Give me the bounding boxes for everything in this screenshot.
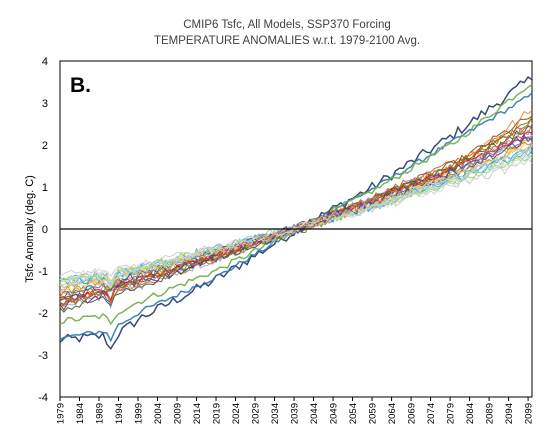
y-tick-label: -4 [38,392,48,404]
x-tick-label: 2019 [212,403,223,424]
x-tick-label: 1984 [75,403,86,424]
x-tick-label: 2029 [251,403,262,424]
x-tick-label: 2039 [290,403,301,424]
x-tick-label: 2059 [368,403,379,424]
x-tick-label: 2049 [329,403,340,424]
x-tick-label: 2079 [446,403,457,424]
x-tick-label: 1994 [114,403,125,424]
y-axis-ticks: -4 -3 -2 -1 0 1 2 3 4 [38,56,48,404]
series-line-30 [59,122,533,305]
y-tick-label: -1 [38,266,48,278]
y-tick-label: 1 [42,182,48,194]
x-tick-label: 1989 [95,403,106,424]
x-tick-label: 2044 [309,403,320,424]
x-tick-label: 2084 [465,403,476,424]
series-line-29 [59,144,533,290]
x-tick-label: 2094 [504,403,515,424]
x-axis-ticks: 1979 1984 1989 1994 1999 2004 2009 2014 2019 2024… [56,397,535,424]
x-tick-label: 2099 [524,403,535,424]
x-tick-label: 2034 [270,403,281,424]
x-tick-label: 2064 [387,403,398,424]
x-tick-label: 2089 [485,403,496,424]
y-tick-label: 4 [42,56,48,68]
x-tick-label: 2009 [173,403,184,424]
chart-title: CMIP6 Tsfc, All Models, SSP370 Forcing [183,19,391,31]
x-tick-label: 2014 [192,403,203,424]
x-tick-label: 2024 [231,403,242,424]
y-tick-label: 2 [42,140,48,152]
chart-subtitle: TEMPERATURE ANOMALIES w.r.t. 1979-2100 A… [154,35,420,47]
y-tick-label: -2 [38,308,48,320]
x-tick-label: 1979 [56,403,67,424]
panel-label: B. [70,74,91,97]
x-tick-label: 1999 [134,403,145,424]
series-line-18 [59,158,533,278]
y-axis-label: Tsfc Anomaly (deg. C) [24,175,36,283]
x-tick-label: 2004 [153,403,164,424]
x-tick-label: 2069 [407,403,418,424]
x-tick-label: 2054 [348,403,359,424]
y-tick-label: 0 [42,224,48,236]
x-tick-label: 2074 [426,403,437,424]
series-line-28 [59,154,533,289]
y-tick-label: 3 [42,98,48,110]
y-tick-label: -3 [38,350,48,362]
